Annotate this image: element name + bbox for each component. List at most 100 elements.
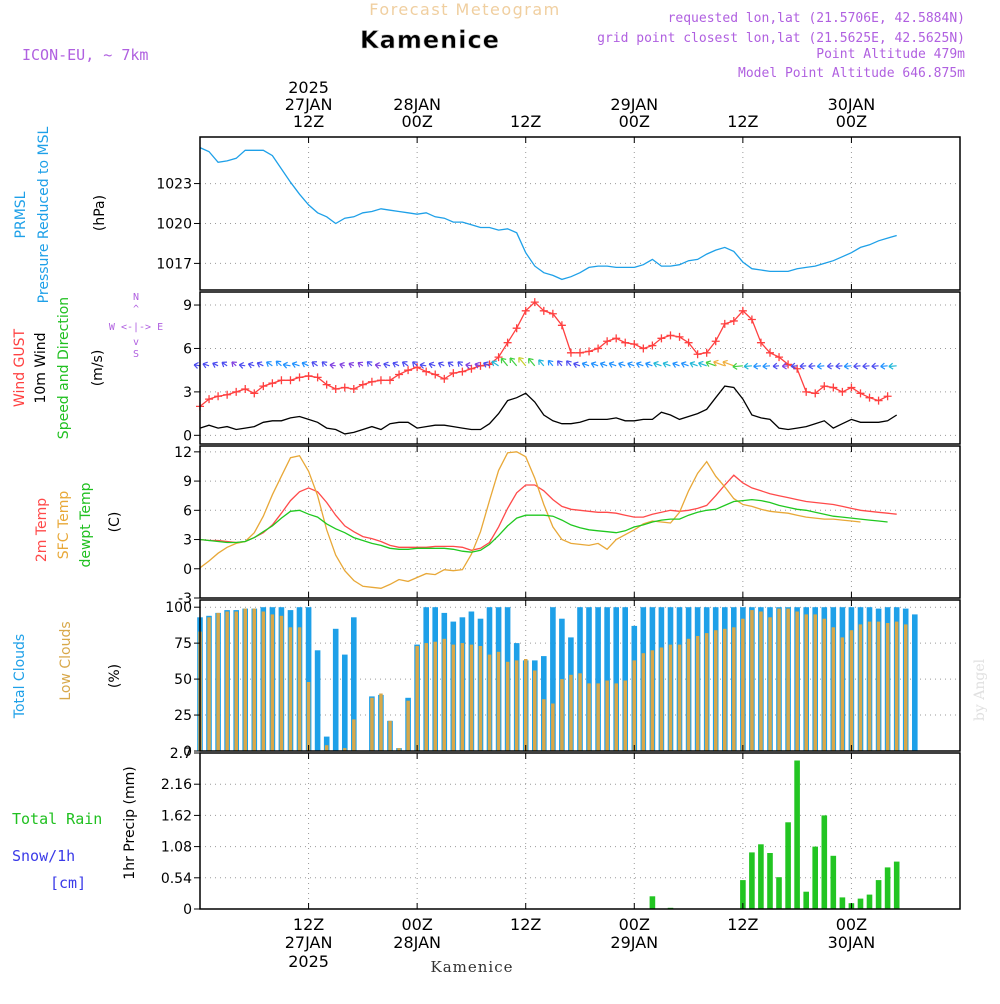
clouds-bar-low-clouds	[650, 650, 655, 751]
clouds-bar-low-clouds	[587, 683, 591, 751]
wind-gust-point	[503, 338, 512, 347]
pressure-label-1: PRMSL	[13, 191, 29, 238]
wind-direction-arrow	[681, 362, 689, 367]
wind-direction-arrow	[301, 362, 309, 367]
wind-direction-arrow	[753, 365, 762, 368]
clouds-bar-total-clouds	[595, 607, 601, 751]
clouds-bar-low-clouds	[795, 611, 799, 751]
time-label-top: 12Z	[727, 112, 758, 131]
clouds-bar-low-clouds	[614, 683, 618, 751]
wind-arrow-head	[419, 361, 425, 369]
wind-arrow-head	[862, 362, 868, 370]
clouds-bar-low-clouds	[623, 680, 627, 751]
clouds-bar-low-clouds	[297, 627, 302, 751]
wind-arrow-head	[374, 362, 380, 369]
wind-gust-point	[512, 324, 521, 333]
precip-ytick-label: 2.7	[170, 746, 192, 762]
clouds-bar-low-clouds	[904, 624, 908, 751]
wind-ytick-label: 0	[183, 428, 192, 444]
clouds-bar-low-clouds	[388, 720, 392, 751]
clouds-bar-low-clouds	[352, 719, 356, 751]
grid-lines	[200, 137, 960, 910]
time-label-bottom: 12Z	[727, 915, 758, 934]
temperature-line-sfc-temp	[199, 451, 861, 589]
clouds-bar-low-clouds	[813, 614, 817, 751]
wind-direction-arrow	[835, 365, 843, 368]
wind-gust-point	[720, 319, 729, 328]
wind-frame	[199, 291, 961, 445]
clouds-bar-total-clouds	[305, 607, 312, 751]
wind-gust-point	[847, 383, 856, 392]
wind-gust-point	[386, 376, 394, 385]
temperature-ytick-label: 12	[174, 445, 192, 461]
clouds-legend: Total Clouds Low Clouds (%)	[12, 621, 123, 719]
wind-arrow-head	[282, 361, 288, 369]
wind-arrow-head	[291, 361, 298, 368]
wind-direction-arrow	[762, 365, 771, 368]
precip-bar-total-rain	[794, 760, 800, 909]
wind-direction-arrow	[888, 365, 897, 368]
precip-bar-total-rain	[821, 815, 828, 909]
wind-arrow-head	[366, 361, 373, 367]
clouds-bar-low-clouds	[533, 670, 537, 751]
wind-legend: Wind GUST 10m Wind Speed and Direction (…	[12, 292, 163, 439]
wind-direction-arrow	[491, 360, 499, 367]
precip-bar-total-rain	[740, 880, 746, 909]
wind-direction-arrow	[383, 363, 391, 367]
wind-arrow-head	[202, 361, 208, 369]
wind-gust-point	[874, 396, 883, 405]
wind-arrow-head	[538, 359, 544, 365]
wind-arrow-head	[799, 362, 805, 370]
clouds-bar-low-clouds	[370, 697, 374, 751]
wind-direction-arrow	[591, 362, 599, 367]
wind-direction-arrow	[808, 365, 816, 368]
time-label-top: 29JAN	[610, 95, 658, 114]
wind-arrow-head	[500, 357, 507, 364]
wind-gust-point	[594, 344, 603, 353]
wind-gust-point	[358, 380, 367, 389]
wind-arrow-head	[221, 361, 228, 368]
wind-arrow-head	[247, 361, 254, 369]
wind-direction-arrow	[627, 362, 635, 367]
wind-arrow-head	[447, 361, 454, 368]
precip-bar-total-rain	[875, 880, 882, 909]
wind-arrow-head	[835, 362, 841, 370]
clouds-bar-total-clouds	[613, 607, 619, 751]
wind-gust-point	[376, 376, 385, 385]
wind-gust-point	[775, 353, 784, 362]
wind-arrow-head	[653, 360, 659, 368]
wind-arrow-head	[392, 361, 398, 368]
wind-arrow-head	[672, 361, 678, 368]
wind-gust-point	[494, 353, 503, 362]
time-label-bottom: 28JAN	[393, 933, 441, 952]
wind-gust-point	[449, 369, 458, 378]
precip-frame	[199, 752, 961, 910]
clouds-bar-total-clouds	[351, 617, 357, 751]
clouds-bar-low-clouds	[641, 653, 646, 751]
requested-point: requested lon,lat (21.5706E, 42.5884N)	[668, 11, 965, 26]
wind-gust-point	[367, 377, 376, 386]
wind-arrow-head	[627, 361, 633, 368]
wind-direction-arrow	[419, 364, 427, 367]
wind-gust-point	[413, 363, 422, 372]
wind-direction-arrow	[256, 362, 264, 367]
wind-dir-label: Speed and Direction	[56, 297, 72, 439]
wind-arrow-head	[348, 361, 354, 369]
precip-bar-total-rain	[893, 861, 900, 909]
wind-gust-point	[521, 306, 530, 315]
clouds-bar-low-clouds	[560, 679, 564, 751]
wind-gust-point	[820, 382, 829, 391]
product-title: Forecast Meteogram	[369, 0, 560, 19]
clouds-bar-low-clouds	[469, 644, 474, 751]
axis-ticks: 1017102010230369-3036912025507510000.541…	[156, 137, 852, 918]
wind-gust-point	[250, 389, 259, 398]
time-label-bottom: 12Z	[293, 915, 324, 934]
clouds-ytick-label: 100	[165, 600, 192, 616]
temperature-ytick-label: 9	[183, 474, 192, 490]
wind-direction-arrow	[202, 363, 210, 367]
wind-arrow-head	[474, 361, 480, 369]
wind-direction-arrow	[732, 365, 743, 368]
wind-direction-arrow	[292, 362, 300, 367]
clouds-bar-low-clouds	[723, 628, 727, 751]
location-title: Kamenice	[360, 26, 500, 54]
